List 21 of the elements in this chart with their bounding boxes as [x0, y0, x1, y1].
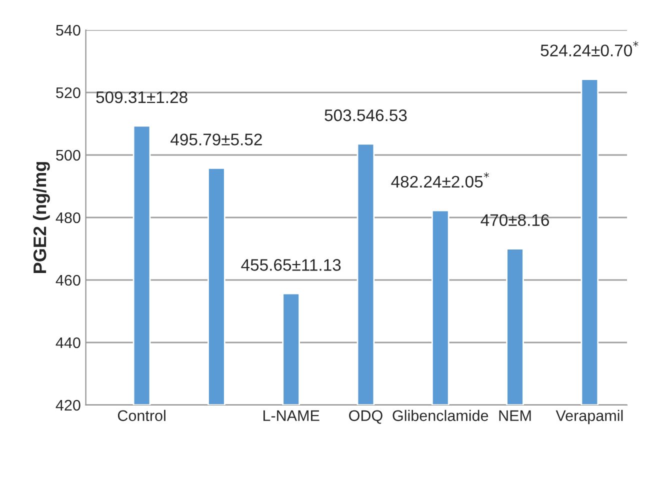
data-label: 509.31±1.28 [96, 91, 188, 104]
y-tick-label: 440 [56, 337, 80, 348]
data-label: 503.546.53 [324, 109, 407, 122]
x-tick-label: Verapamil [556, 410, 623, 424]
x-tick-label: NEM [499, 410, 531, 421]
y-tick-label: 480 [56, 212, 80, 224]
y-axis-title: PGE2 (ng/mg [32, 162, 50, 273]
x-tick-label: L-NAME [263, 410, 320, 421]
data-label: 455.65±11.13 [241, 259, 341, 271]
x-tick-label: ODQ [349, 410, 382, 424]
x-tick-label: Glibenclamide [392, 410, 488, 422]
y-tick-label: 500 [56, 150, 80, 161]
y-tick-label: 540 [56, 24, 80, 36]
data-label: 470±8.16 [480, 214, 549, 226]
y-tick-label: 520 [56, 87, 80, 98]
data-label: 482.24±2.05$^{*}$ [391, 172, 489, 188]
data-label: 495.79±5.52 [170, 134, 262, 146]
y-tick-label: 460 [56, 274, 80, 286]
y-tick-label: 420 [56, 400, 80, 411]
data-label: 524.24±0.70$^{*}$ [540, 41, 638, 56]
x-tick-label: Control [118, 410, 166, 422]
